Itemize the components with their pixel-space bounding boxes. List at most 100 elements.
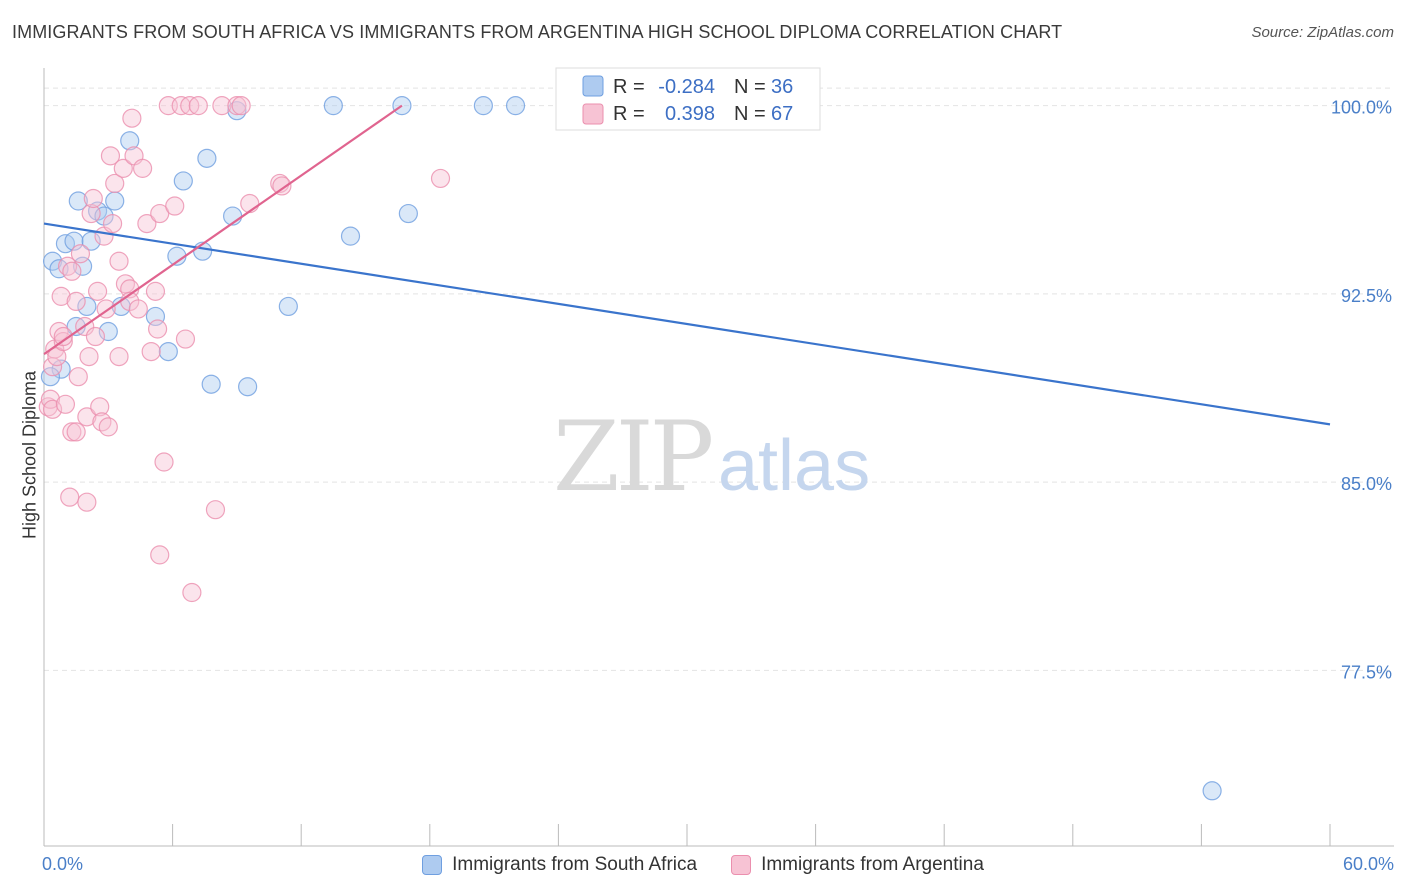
point-argentina xyxy=(87,281,108,301)
point-south-africa xyxy=(98,321,118,342)
point-argentina xyxy=(165,196,185,216)
legend-item-south-africa[interactable]: Immigrants from South Africa xyxy=(422,854,697,876)
y-tick-label: 92.5% xyxy=(1341,286,1392,306)
point-south-africa xyxy=(68,191,88,211)
y-tick-label: 77.5% xyxy=(1341,662,1392,682)
legend-swatch-argentina xyxy=(731,855,752,875)
stats-legend-r-label-2: R = xyxy=(613,103,645,125)
point-argentina xyxy=(430,168,451,189)
point-south-africa xyxy=(77,296,97,317)
stats-legend-n-label-2: N = xyxy=(734,103,766,125)
point-south-africa xyxy=(120,131,140,151)
tick-labels: 77.5% 85.0% 92.5% 100.0% 0.0% 60.0% xyxy=(42,98,1394,874)
point-argentina xyxy=(132,158,153,178)
point-south-africa xyxy=(81,231,101,251)
x-tick-label: 0.0% xyxy=(42,854,83,874)
point-argentina xyxy=(62,422,82,442)
chart-title: IMMIGRANTS FROM SOUTH AFRICA VS IMMIGRAN… xyxy=(12,22,1063,42)
point-argentina xyxy=(51,286,71,306)
point-argentina xyxy=(109,347,129,367)
point-argentina xyxy=(42,399,63,419)
stats-legend-swatch-argentina xyxy=(582,103,604,125)
stats-legend-r-label-1: R = xyxy=(613,76,645,98)
point-south-africa xyxy=(398,203,418,224)
point-argentina xyxy=(147,319,168,339)
point-south-africa xyxy=(158,341,178,362)
series-legend: Immigrants from South Africa Immigrants … xyxy=(0,852,1406,878)
point-argentina xyxy=(154,452,174,472)
point-argentina xyxy=(227,96,247,116)
point-south-africa xyxy=(145,306,166,327)
stats-legend-n-label-1: N = xyxy=(734,76,766,98)
point-argentina xyxy=(79,347,99,367)
legend-label-south-africa: Immigrants from South Africa xyxy=(452,854,698,875)
point-argentina xyxy=(77,492,97,512)
point-argentina xyxy=(188,96,208,116)
point-south-africa xyxy=(505,96,526,116)
trend-lines xyxy=(43,104,1331,426)
point-argentina xyxy=(145,281,166,301)
point-argentina xyxy=(77,407,97,427)
legend-item-argentina[interactable]: Immigrants from Argentina xyxy=(731,854,984,876)
stats-legend-swatch-south-africa xyxy=(582,75,604,97)
point-south-africa xyxy=(173,171,193,191)
point-south-africa xyxy=(238,377,258,397)
point-argentina xyxy=(150,203,170,224)
point-argentina xyxy=(231,96,251,116)
y-tick-label: 85.0% xyxy=(1341,474,1392,494)
point-argentina xyxy=(66,291,86,311)
point-argentina xyxy=(53,326,73,347)
point-south-africa xyxy=(197,148,217,168)
point-argentina xyxy=(175,329,196,349)
point-south-africa xyxy=(42,251,63,271)
point-south-africa xyxy=(72,256,93,276)
point-argentina xyxy=(182,582,202,603)
point-argentina xyxy=(105,173,125,194)
point-argentina xyxy=(92,412,112,432)
point-argentina xyxy=(137,214,157,234)
point-south-africa xyxy=(323,96,343,116)
point-argentina xyxy=(141,341,161,362)
point-south-africa xyxy=(340,226,361,246)
point-south-africa xyxy=(1202,781,1222,801)
point-argentina xyxy=(60,487,80,507)
stats-legend-n-value-2: 67 xyxy=(771,103,793,125)
legend-swatch-south-africa xyxy=(422,855,443,875)
x-tick-label: 60.0% xyxy=(1343,854,1394,874)
point-argentina xyxy=(150,545,170,565)
point-argentina xyxy=(81,203,101,224)
point-argentina xyxy=(70,244,91,264)
watermark-zip: ZIP xyxy=(553,401,712,513)
point-argentina xyxy=(68,367,88,387)
watermark: ZIP atlas xyxy=(553,401,870,513)
stats-legend-n-value-1: 36 xyxy=(771,76,793,98)
point-argentina xyxy=(109,251,129,271)
point-argentina xyxy=(240,193,260,214)
point-argentina xyxy=(212,96,232,116)
trend-line-south-africa xyxy=(43,222,1331,426)
stats-legend: R = -0.284 N = 36 R = 0.398 N = 67 xyxy=(555,67,821,131)
point-argentina xyxy=(205,500,226,520)
legend-label-argentina: Immigrants from Argentina xyxy=(761,854,984,875)
data-points xyxy=(38,96,1222,801)
point-argentina xyxy=(83,188,103,209)
point-argentina xyxy=(62,261,82,281)
point-argentina xyxy=(128,299,148,319)
stats-legend-r-value-1: -0.284 xyxy=(658,76,715,98)
point-argentina xyxy=(85,326,106,347)
watermark-atlas: atlas xyxy=(718,426,870,506)
source-credit: Source: ZipAtlas.com xyxy=(1251,24,1394,41)
point-argentina xyxy=(102,214,123,234)
trend-line-argentina xyxy=(43,104,403,356)
y-tick-label: 100.0% xyxy=(1331,98,1392,118)
point-argentina xyxy=(66,422,86,442)
point-south-africa xyxy=(278,296,298,317)
axes xyxy=(43,68,1394,847)
point-south-africa xyxy=(64,231,84,251)
point-south-africa xyxy=(201,374,221,394)
point-south-africa xyxy=(473,96,493,116)
point-argentina xyxy=(98,417,118,437)
stats-legend-r-value-2: 0.398 xyxy=(665,103,715,125)
point-argentina xyxy=(100,146,121,166)
